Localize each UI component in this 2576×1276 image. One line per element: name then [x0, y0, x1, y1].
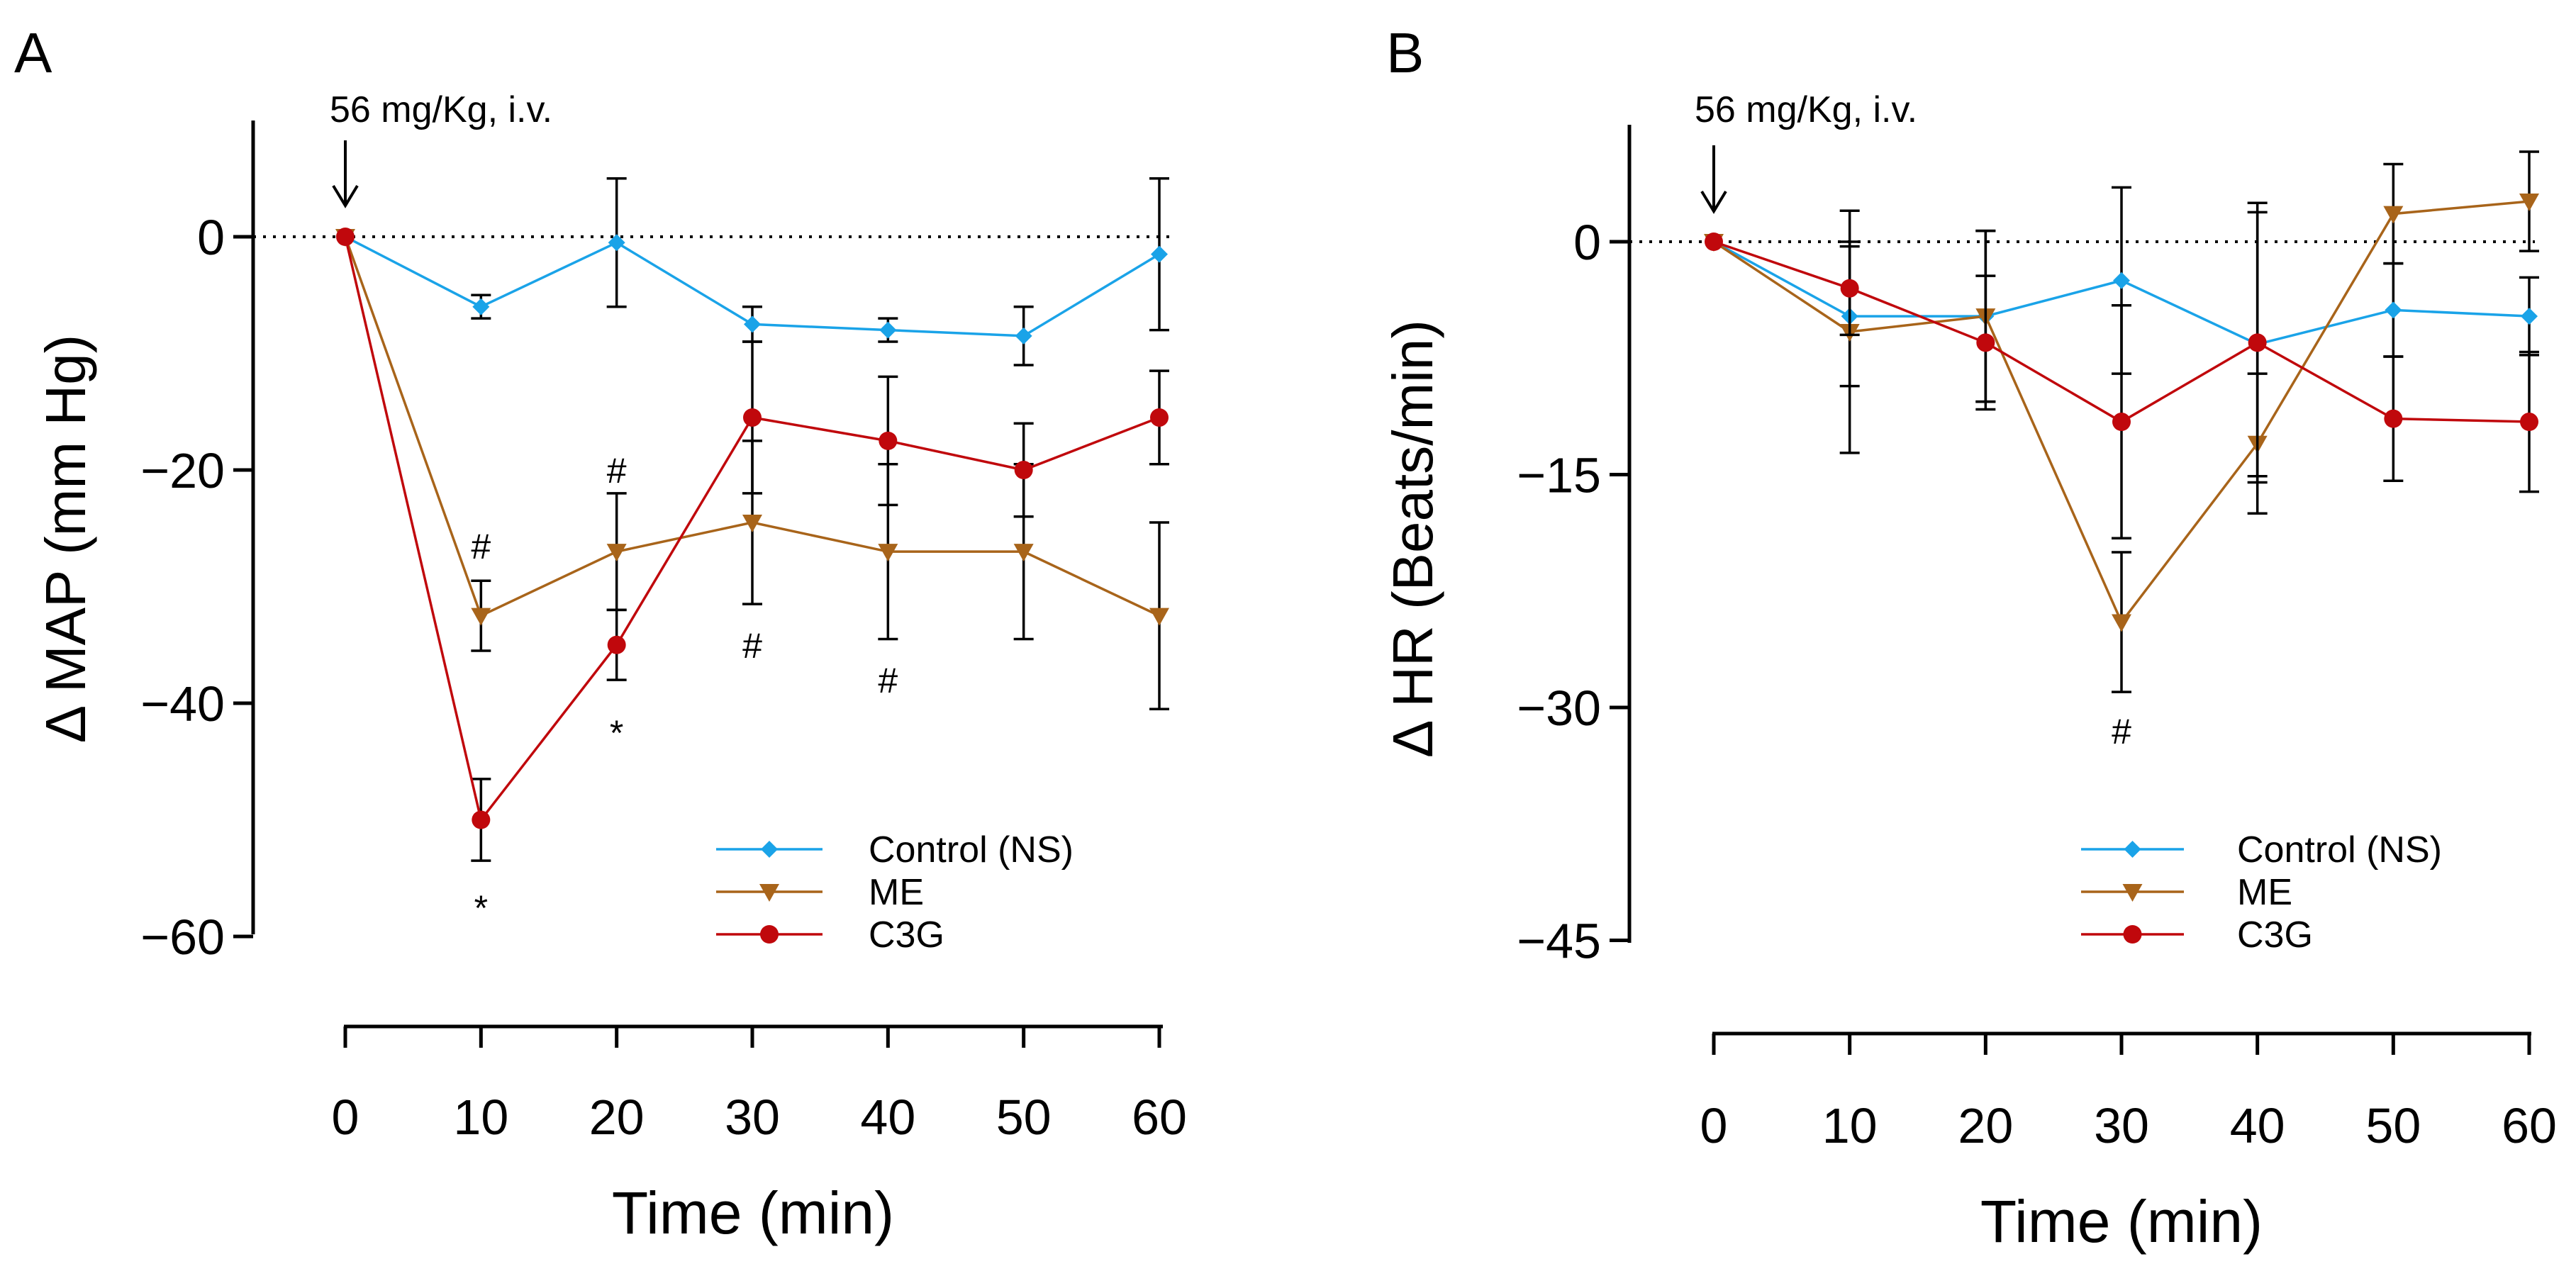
y-tick-label-a: −60	[140, 910, 225, 965]
x-tick-label-a: 60	[1132, 1090, 1187, 1145]
point-c3g	[1840, 279, 1859, 298]
legend-marker-me	[759, 884, 779, 902]
point-c3g	[336, 228, 355, 246]
legend-marker-control-ns	[2124, 841, 2141, 858]
y-axis-label-b: Δ HR (Beats/min)	[1381, 320, 1444, 758]
legend-label-c3g: C3G	[2237, 914, 2313, 956]
x-tick-label-b: 0	[1700, 1098, 1728, 1153]
point-c3g	[472, 810, 491, 829]
point-me	[878, 544, 898, 562]
x-tick-label-a: 10	[453, 1090, 508, 1145]
point-control-ns	[879, 321, 897, 339]
point-me	[606, 544, 627, 562]
legend-marker-me	[2122, 884, 2143, 902]
x-tick-label-a: 40	[860, 1090, 915, 1145]
point-control-ns	[2521, 308, 2538, 325]
point-c3g	[1976, 333, 1995, 352]
point-control-ns	[744, 315, 761, 333]
dose-annotation-a: 56 mg/Kg, i.v.	[330, 89, 552, 130]
x-tick-label-a: 30	[725, 1090, 780, 1145]
point-me	[2112, 614, 2131, 632]
point-me	[2383, 206, 2404, 224]
significance-hash-label: #	[471, 527, 491, 566]
point-c3g	[1014, 461, 1033, 479]
point-me	[2519, 194, 2539, 212]
legend-label-me: ME	[2237, 872, 2292, 913]
significance-star-label: *	[610, 713, 623, 753]
series-control-ns-a	[337, 177, 1169, 366]
point-c3g	[2520, 413, 2538, 432]
significance-hash-label: #	[607, 451, 627, 491]
dose-arrow-a	[332, 140, 359, 208]
point-c3g	[2384, 409, 2403, 428]
x-axis-label-b: Time (min)	[1980, 1188, 2263, 1255]
point-me	[471, 608, 491, 626]
y-tick-label-a: 0	[197, 210, 225, 265]
x-axis-label-a: Time (min)	[612, 1180, 894, 1246]
legend-label-control-ns: Control (NS)	[2237, 829, 2442, 871]
panel-letter-b: B	[1386, 21, 1424, 84]
point-c3g	[743, 408, 762, 427]
legend-label-me: ME	[869, 872, 924, 913]
x-tick-label-b: 30	[2094, 1098, 2149, 1153]
x-tick-label-b: 20	[1958, 1098, 2013, 1153]
point-c3g	[1705, 233, 1723, 251]
y-tick-label-b: −30	[1517, 681, 1601, 736]
y-tick-label-b: −15	[1517, 448, 1601, 503]
point-control-ns	[2113, 272, 2130, 289]
point-me	[1149, 608, 1169, 626]
point-c3g	[2248, 333, 2267, 352]
point-c3g	[607, 635, 626, 654]
x-tick-label-b: 50	[2365, 1098, 2421, 1153]
point-control-ns	[608, 234, 625, 252]
x-tick-label-a: 0	[332, 1090, 359, 1145]
dose-annotation-b: 56 mg/Kg, i.v.	[1695, 89, 1917, 130]
dose-arrow-b	[1700, 145, 1727, 214]
point-c3g	[879, 431, 898, 450]
point-me	[1013, 544, 1034, 562]
point-c3g	[1150, 408, 1169, 427]
y-tick-label-b: 0	[1573, 215, 1601, 270]
point-control-ns	[1015, 327, 1032, 345]
legend-label-c3g: C3G	[869, 914, 944, 956]
legend-marker-control-ns	[761, 841, 778, 858]
x-tick-label-b: 40	[2230, 1098, 2285, 1153]
x-tick-label-b: 10	[1822, 1098, 1878, 1153]
significance-star-label: *	[474, 888, 488, 928]
point-me	[742, 515, 762, 533]
legend-label-control-ns: Control (NS)	[869, 829, 1074, 871]
panel-letter-a: A	[14, 21, 52, 84]
significance-hash-label: #	[2112, 712, 2131, 751]
x-tick-label-a: 50	[996, 1090, 1052, 1145]
legend-marker-c3g	[760, 925, 779, 944]
point-control-ns	[2385, 301, 2402, 319]
y-axis-label-a: Δ MAP (mm Hg)	[34, 335, 97, 743]
y-tick-label-b: −45	[1517, 914, 1601, 969]
significance-hash-label: #	[742, 626, 762, 666]
x-tick-label-b: 60	[2502, 1098, 2557, 1153]
significance-hash-label: #	[878, 661, 898, 700]
panel-a: A Δ MAP (mm Hg) Time (min) 56 mg/Kg, i.v…	[14, 21, 1187, 1246]
legend-marker-c3g	[2123, 925, 2142, 944]
point-control-ns	[472, 298, 490, 315]
series-c3g-b	[1705, 201, 2539, 540]
panel-b: B Δ HR (Beats/min) Time (min) 56 mg/Kg, …	[1381, 21, 2557, 1255]
y-tick-label-a: −20	[140, 443, 225, 498]
x-tick-label-a: 20	[589, 1090, 645, 1145]
point-control-ns	[1151, 245, 1168, 263]
point-c3g	[2112, 413, 2131, 432]
y-tick-label-a: −40	[140, 676, 225, 732]
series-c3g-a	[336, 228, 1169, 862]
